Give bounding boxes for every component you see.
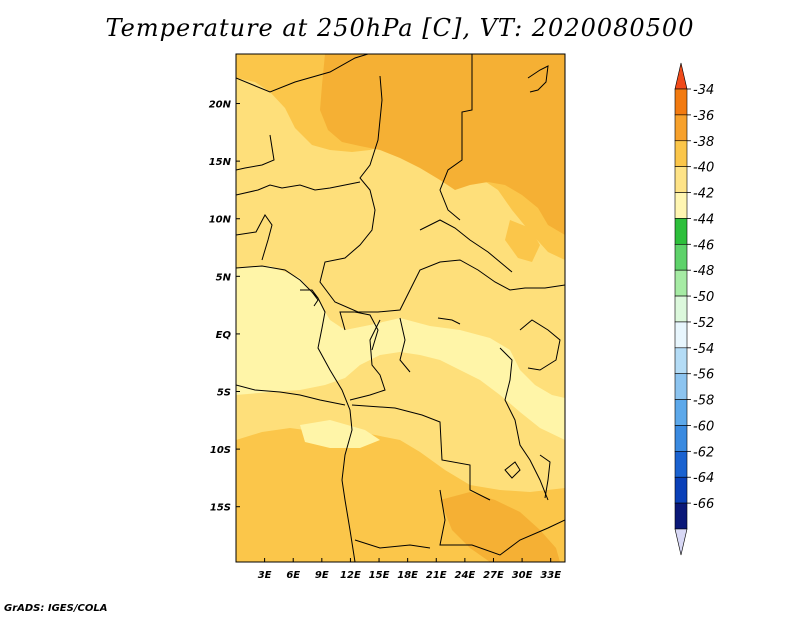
colorbar-label: -40 — [693, 161, 714, 176]
colorbar-segment — [674, 373, 688, 400]
colorbar-label: -38 — [693, 135, 714, 150]
country-borders — [236, 54, 565, 562]
colorbar: -34 -36 -38 -40 -42 -44 -46 -48 -50 -52 -54 -56 -58 -… — [674, 62, 714, 556]
lat-tick-label: 10S — [210, 445, 231, 456]
colorbar-segment — [674, 88, 688, 116]
colorbar-segment — [674, 476, 688, 504]
colorbar-segment — [674, 166, 688, 193]
lon-tick-label: 30E — [512, 570, 533, 581]
colorbar-label: -44 — [693, 212, 714, 227]
lat-tick-label: 5S — [217, 388, 231, 399]
lon-tick-label: 33E — [540, 570, 561, 581]
colorbar-segment — [674, 269, 688, 297]
lat-tick-label: 20N — [209, 100, 232, 111]
lon-tick-label: 27E — [483, 570, 504, 581]
colorbar-segment — [674, 347, 688, 375]
colorbar-segment — [674, 243, 688, 271]
colorbar-label: -46 — [693, 238, 714, 253]
colorbar-segment — [674, 451, 688, 478]
colorbar-label: -64 — [693, 471, 714, 486]
longitude-axis: 3E 6E 9E 12E 15E 18E 21E 24E 27E 30E 33E — [258, 558, 561, 581]
lon-tick-label: 9E — [315, 570, 329, 581]
lat-tick-label: EQ — [216, 330, 232, 341]
field-patch-38 — [505, 220, 540, 262]
lon-tick-label: 18E — [397, 570, 418, 581]
lat-tick-label: 15S — [210, 503, 231, 514]
lon-tick-label: 3E — [258, 570, 272, 581]
lon-tick-label: 12E — [340, 570, 361, 581]
credit-label: GrADS: IGES/COLA — [4, 603, 108, 614]
colorbar-label: -48 — [693, 264, 714, 279]
map-title: Temperature at 250hPa [C], VT: 202008050… — [105, 14, 695, 42]
colorbar-segment — [674, 425, 688, 452]
lon-tick-label: 15E — [369, 570, 390, 581]
colorbar-label: -58 — [693, 394, 714, 409]
lat-tick-label: 10N — [209, 215, 232, 226]
colorbar-top-arrow — [674, 62, 688, 90]
temperature-field — [236, 54, 565, 562]
map-frame — [235, 53, 566, 563]
field-patch-42 — [300, 420, 380, 448]
colorbar-segment — [674, 114, 688, 142]
field-band-42 — [236, 266, 565, 440]
latitude-axis: 20N 15N 10N 5N EQ 5S 10S 15S — [209, 100, 240, 514]
colorbar-label: -54 — [693, 342, 714, 357]
colorbar-label: -62 — [693, 445, 714, 460]
colorbar-segment — [674, 502, 688, 530]
colorbar-label: -34 — [693, 83, 714, 98]
colorbar-label: -36 — [693, 109, 714, 124]
lon-tick-label: 21E — [426, 570, 447, 581]
lon-tick-label: 6E — [286, 570, 300, 581]
colorbar-label: -66 — [693, 497, 714, 512]
lat-tick-label: 15N — [209, 157, 232, 168]
colorbar-segment — [674, 192, 688, 219]
colorbar-segment — [674, 295, 688, 323]
lon-tick-label: 24E — [454, 570, 475, 581]
colorbar-label: -50 — [693, 290, 714, 305]
lat-tick-label: 5N — [216, 272, 232, 283]
colorbar-segment — [674, 399, 688, 426]
colorbar-label: -42 — [693, 187, 714, 202]
colorbar-bottom-arrow — [674, 528, 688, 556]
colorbar-segment — [674, 140, 688, 167]
colorbar-label: -56 — [693, 368, 714, 383]
colorbar-segment — [674, 218, 688, 245]
colorbar-label: -60 — [693, 419, 714, 434]
colorbar-segment — [674, 321, 688, 349]
colorbar-label: -52 — [693, 316, 714, 331]
field-band-36 — [320, 54, 565, 235]
